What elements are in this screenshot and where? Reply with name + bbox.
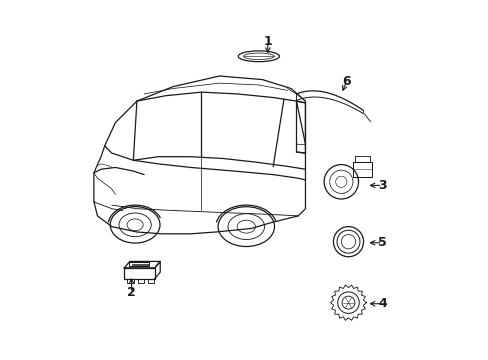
Text: 5: 5 — [377, 236, 386, 249]
Polygon shape — [330, 285, 366, 320]
Text: 1: 1 — [263, 35, 272, 49]
Text: 6: 6 — [342, 75, 350, 88]
Text: 2: 2 — [127, 287, 136, 300]
Text: 3: 3 — [378, 179, 386, 192]
Text: 4: 4 — [377, 297, 386, 310]
